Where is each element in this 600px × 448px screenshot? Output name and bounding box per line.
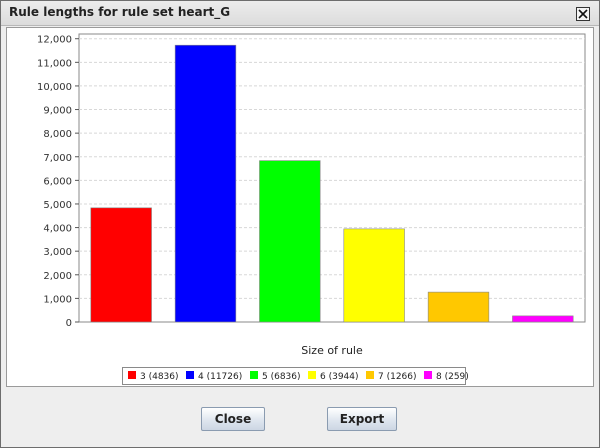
legend-label: 4 (11726) [198, 372, 242, 382]
export-button[interactable]: Export [327, 407, 397, 431]
bar-size-8 [512, 315, 574, 323]
window-title: Rule lengths for rule set heart_G [9, 5, 231, 19]
bar-size-4 [174, 44, 237, 323]
legend-label: 6 (3944) [320, 372, 359, 382]
legend-label: 8 (259) [436, 372, 469, 382]
y-tick-label: 12,000 [37, 35, 72, 46]
y-tick-label: 7,000 [43, 153, 72, 164]
bar-chart: 0 1,000 2,000 3,000 4,000 5,000 6,000 7,000 8,00… [37, 33, 586, 357]
y-tick-label: 5,000 [43, 200, 72, 211]
legend-swatch [308, 371, 316, 379]
y-tick-label: 1,000 [43, 294, 72, 305]
y-tick-label: 9,000 [43, 106, 72, 117]
legend-swatch [424, 371, 432, 379]
x-icon [578, 9, 588, 19]
legend-swatch [250, 371, 258, 379]
y-tick-label: 0 [66, 318, 72, 329]
y-tick-label: 3,000 [43, 247, 72, 258]
legend-swatch [128, 371, 136, 379]
y-tick-label: 11,000 [37, 58, 72, 69]
bar-size-3 [90, 207, 152, 323]
close-button[interactable]: Close [201, 407, 265, 431]
legend-label: 5 (6836) [262, 372, 301, 382]
legend-swatch [186, 371, 194, 379]
plot-area [78, 33, 586, 323]
close-window-icon[interactable] [576, 7, 590, 21]
y-tick-label: 10,000 [37, 82, 72, 93]
bar-size-7 [427, 291, 490, 323]
chart-panel: 0 1,000 2,000 3,000 4,000 5,000 6,000 7,000 8,00… [6, 27, 594, 387]
legend-label: 7 (1266) [378, 372, 417, 382]
y-tick-label: 2,000 [43, 271, 72, 282]
x-axis-label: Size of rule [301, 344, 363, 357]
y-tick-label: 8,000 [43, 129, 72, 140]
legend-swatch [366, 371, 374, 379]
y-tick-label: 6,000 [43, 176, 72, 187]
legend-label: 3 (4836) [140, 372, 179, 382]
title-bar[interactable]: Rule lengths for rule set heart_G [1, 1, 599, 26]
chart-legend-frame [122, 367, 466, 385]
bar-size-5 [259, 160, 321, 323]
y-tick-label: 4,000 [43, 224, 72, 235]
bar-size-6 [343, 228, 405, 323]
chart-legend: 3 (4836) 4 (11726) 5 (6836) 6 (3944) 7 (1266… [128, 371, 469, 382]
